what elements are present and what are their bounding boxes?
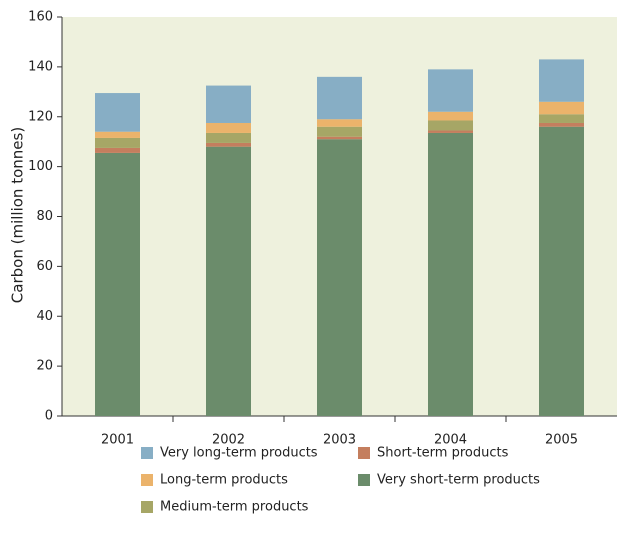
bar-segment	[428, 130, 473, 133]
bar-segment	[95, 147, 140, 153]
legend-label: Very long-term products	[160, 446, 318, 461]
bar-segment	[317, 139, 362, 416]
bar-segment	[206, 146, 251, 417]
x-tick-label: 2004	[434, 433, 467, 448]
bar-segment	[206, 122, 251, 133]
bar-segment	[539, 122, 584, 127]
y-tick-label: 80	[36, 209, 53, 224]
y-tick-label: 140	[28, 59, 53, 74]
legend-swatch	[358, 447, 370, 459]
bar-segment	[317, 119, 362, 127]
bar-segment	[206, 132, 251, 143]
bar-segment	[317, 76, 362, 120]
bar-segment	[539, 114, 584, 123]
bar-segment	[206, 142, 251, 147]
bar-segment	[428, 132, 473, 416]
bar-segment	[317, 126, 362, 137]
legend-label: Long-term products	[160, 473, 288, 488]
y-tick-label: 40	[36, 309, 53, 324]
y-tick-label: 0	[45, 409, 53, 424]
y-tick-label: 160	[28, 10, 53, 25]
x-tick-label: 2003	[323, 433, 356, 448]
y-tick-label: 60	[36, 259, 53, 274]
bar-segment	[95, 93, 140, 132]
bar-segment	[539, 126, 584, 416]
legend-swatch	[141, 501, 153, 513]
x-tick-label: 2005	[545, 433, 578, 448]
legend-swatch	[141, 447, 153, 459]
bar-segment	[428, 69, 473, 112]
legend-swatch	[141, 474, 153, 486]
x-tick-label: 2002	[212, 433, 245, 448]
bar-segment	[206, 85, 251, 123]
y-tick-label: 20	[36, 359, 53, 374]
bar-segment	[317, 136, 362, 140]
bar-segment	[428, 120, 473, 131]
x-tick-label: 2001	[101, 433, 134, 448]
y-axis-title: Carbon (million tonnes)	[9, 127, 27, 303]
legend-label: Medium-term products	[160, 500, 309, 515]
bar-segment	[95, 137, 140, 148]
y-tick-label: 120	[28, 109, 53, 124]
bar-segment	[539, 59, 584, 102]
bar-segment	[95, 152, 140, 417]
bar-segment	[539, 101, 584, 115]
y-tick-label: 100	[28, 159, 53, 174]
legend-swatch	[358, 474, 370, 486]
legend-label: Very short-term products	[377, 473, 540, 488]
legend-label: Short-term products	[377, 446, 509, 461]
bar-segment	[95, 131, 140, 138]
bar-segment	[428, 111, 473, 121]
